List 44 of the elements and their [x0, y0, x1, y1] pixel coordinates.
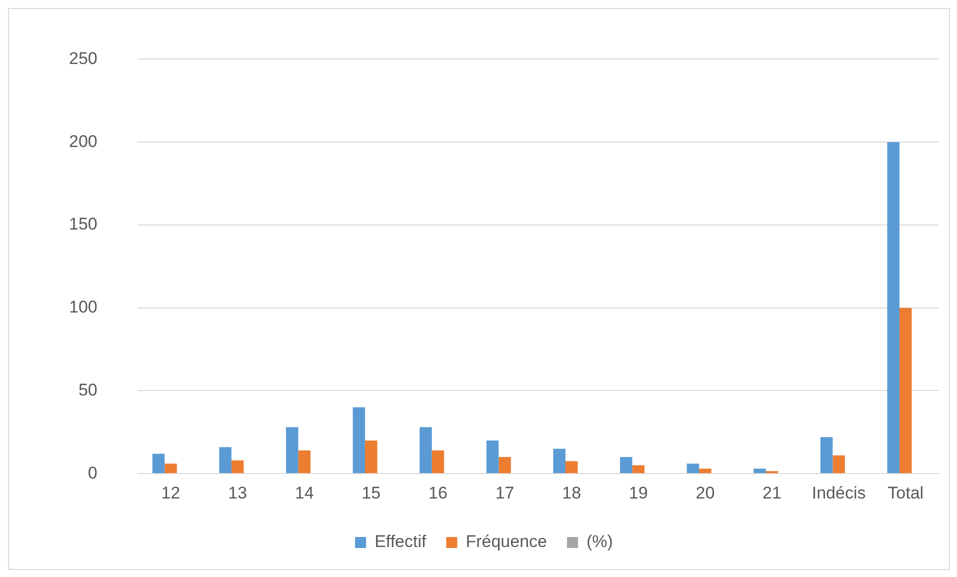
bar: [420, 427, 432, 474]
bar: [498, 457, 511, 474]
y-tick-label: 50: [78, 380, 98, 400]
x-tick-label: 17: [495, 483, 514, 502]
x-tick-label: Indécis: [812, 483, 866, 502]
y-tick-label: 0: [88, 463, 98, 482]
bar: [620, 457, 632, 474]
bar: [164, 464, 177, 474]
x-tick-label: 16: [428, 483, 448, 502]
legend-label: Effectif: [374, 532, 426, 552]
bar: [231, 460, 244, 474]
y-tick-label: 200: [68, 132, 98, 151]
bar: [899, 308, 912, 474]
legend-label: Fréquence: [466, 532, 548, 552]
x-tick-label: 19: [628, 483, 648, 502]
bar: [754, 468, 766, 474]
x-tick-label: 15: [362, 483, 381, 502]
x-tick-label: 20: [696, 483, 715, 502]
bar: [686, 464, 700, 474]
bar: [820, 437, 833, 474]
y-tick-label: 150: [68, 214, 98, 234]
bar: [832, 455, 845, 474]
bar: [553, 448, 566, 474]
bar: [699, 468, 712, 474]
y-tick-label: 100: [68, 298, 98, 317]
x-tick-label: 13: [228, 483, 248, 502]
x-tick-label: 21: [762, 483, 782, 502]
bar: [632, 465, 645, 474]
bar: [152, 454, 165, 474]
bar: [432, 450, 444, 474]
bar: [486, 440, 499, 474]
x-tick-label: 14: [294, 483, 314, 502]
bar: [565, 461, 578, 474]
x-tick-label: 18: [562, 483, 582, 502]
bar: [365, 440, 378, 474]
x-tick-label: 12: [161, 483, 180, 502]
legend-label: (%): [586, 532, 613, 552]
bar: [298, 450, 310, 474]
bar: [219, 447, 232, 474]
bar: [352, 407, 366, 474]
x-tick-label: Total: [888, 483, 924, 502]
bar: [887, 142, 900, 474]
bar: [286, 427, 298, 474]
y-tick-label: 250: [68, 48, 98, 68]
